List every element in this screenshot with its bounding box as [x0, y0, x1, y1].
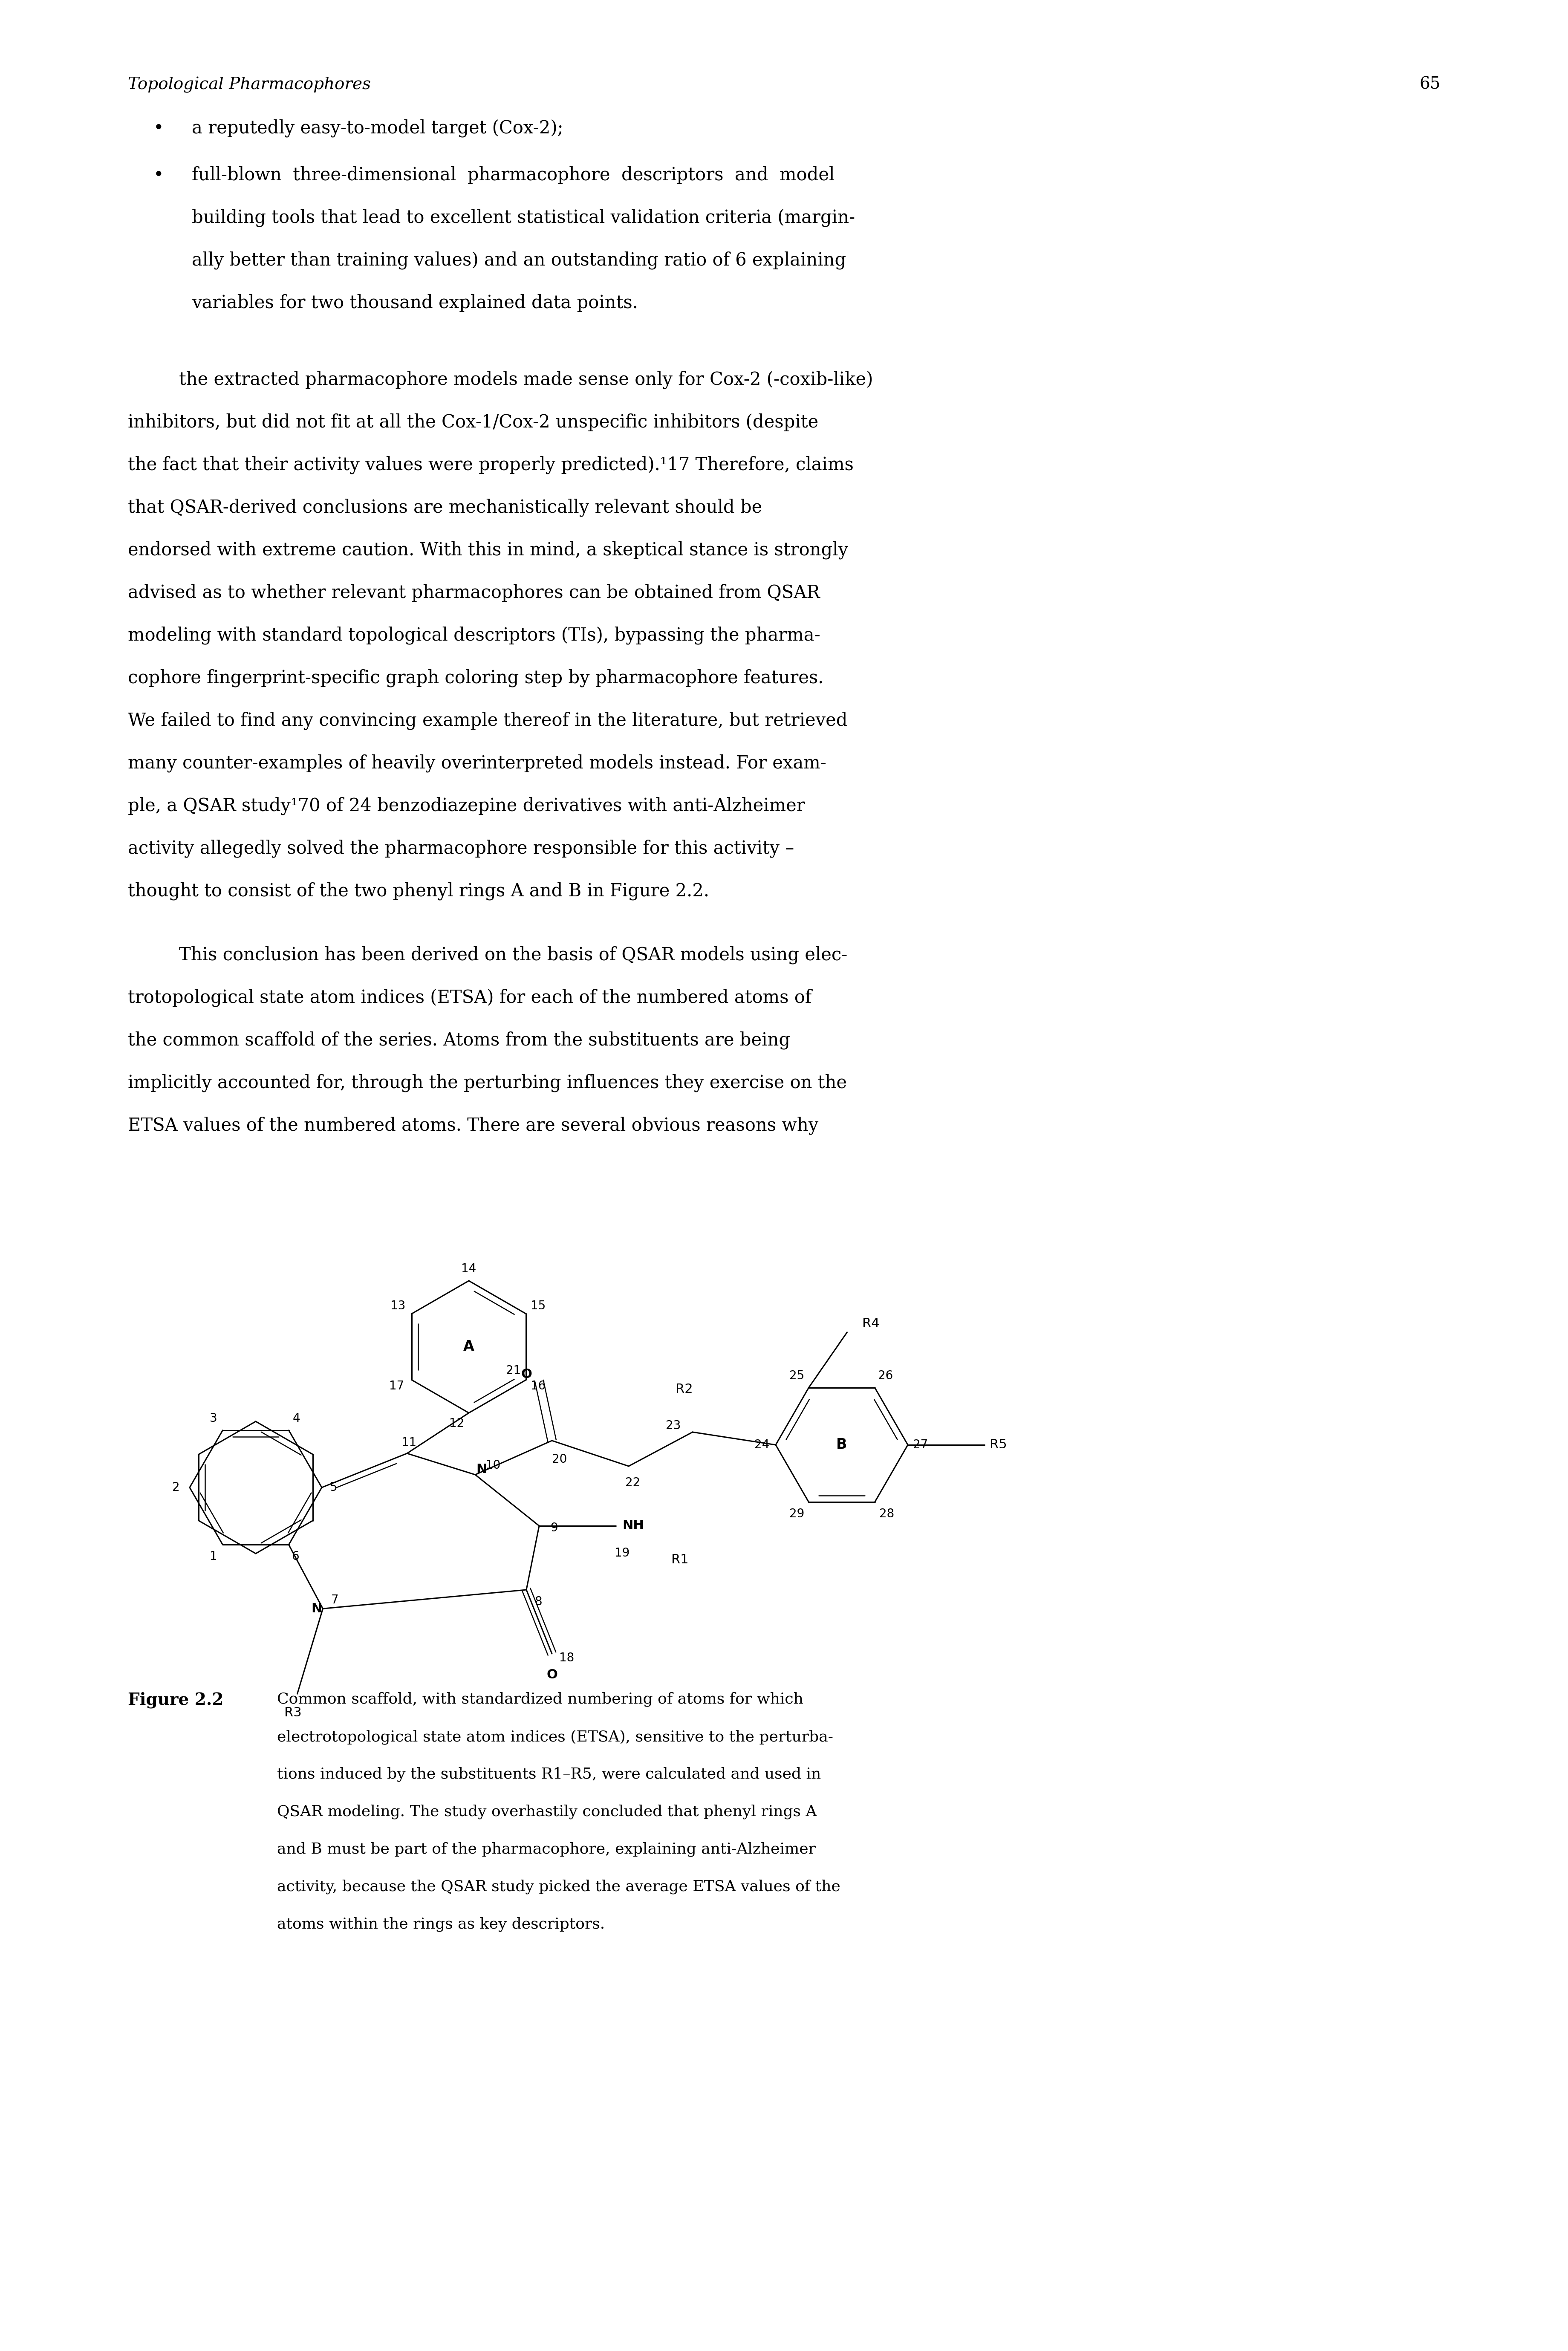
Text: R3: R3 — [284, 1707, 301, 1719]
Text: N: N — [310, 1603, 321, 1615]
Text: This conclusion has been derived on the basis of QSAR models using elec-: This conclusion has been derived on the … — [179, 945, 847, 964]
Text: 8: 8 — [535, 1596, 543, 1608]
Text: 6: 6 — [292, 1552, 299, 1563]
Text: implicitly accounted for, through the perturbing influences they exercise on the: implicitly accounted for, through the pe… — [129, 1074, 847, 1093]
Text: inhibitors, but did not fit at all the Cox-1/Cox-2 unspecific inhibitors (despit: inhibitors, but did not fit at all the C… — [129, 414, 818, 430]
Text: building tools that lead to excellent statistical validation criteria (margin-: building tools that lead to excellent st… — [191, 209, 855, 228]
Text: modeling with standard topological descriptors (TIs), bypassing the pharma-: modeling with standard topological descr… — [129, 625, 820, 644]
Text: 2: 2 — [172, 1481, 180, 1493]
Text: ETSA values of the numbered atoms. There are several obvious reasons why: ETSA values of the numbered atoms. There… — [129, 1117, 818, 1136]
Text: 7: 7 — [331, 1594, 339, 1606]
Text: 11: 11 — [401, 1436, 417, 1448]
Text: 29: 29 — [789, 1507, 804, 1521]
Text: 4: 4 — [293, 1413, 299, 1425]
Text: •: • — [154, 167, 165, 183]
Text: 22: 22 — [626, 1476, 640, 1488]
Text: ally better than training values) and an outstanding ratio of 6 explaining: ally better than training values) and an… — [191, 252, 845, 270]
Text: 5: 5 — [329, 1481, 337, 1493]
Text: variables for two thousand explained data points.: variables for two thousand explained dat… — [191, 294, 638, 313]
Text: cophore fingerprint-specific graph coloring step by pharmacophore features.: cophore fingerprint-specific graph color… — [129, 670, 823, 686]
Text: A: A — [463, 1340, 474, 1354]
Text: 23: 23 — [666, 1420, 681, 1432]
Text: 20: 20 — [552, 1453, 568, 1465]
Text: NH: NH — [622, 1519, 644, 1533]
Text: that QSAR-derived conclusions are mechanistically relevant should be: that QSAR-derived conclusions are mechan… — [129, 498, 762, 517]
Text: 15: 15 — [530, 1300, 546, 1312]
Text: N: N — [477, 1462, 488, 1476]
Text: Common scaffold, with standardized numbering of atoms for which: Common scaffold, with standardized numbe… — [278, 1693, 803, 1707]
Text: atoms within the rings as key descriptors.: atoms within the rings as key descriptor… — [278, 1916, 605, 1933]
Text: activity, because the QSAR study picked the average ETSA values of the: activity, because the QSAR study picked … — [278, 1878, 840, 1895]
Text: many counter-examples of heavily overinterpreted models instead. For exam-: many counter-examples of heavily overint… — [129, 755, 826, 773]
Text: Topological Pharmacophores: Topological Pharmacophores — [129, 78, 370, 94]
Text: thought to consist of the two phenyl rings A and B in Figure 2.2.: thought to consist of the two phenyl rin… — [129, 882, 709, 900]
Text: the common scaffold of the series. Atoms from the substituents are being: the common scaffold of the series. Atoms… — [129, 1032, 790, 1049]
Text: 27: 27 — [913, 1439, 928, 1451]
Text: 21: 21 — [506, 1364, 521, 1378]
Text: 25: 25 — [789, 1371, 804, 1382]
Text: Figure 2.2: Figure 2.2 — [129, 1693, 224, 1709]
Text: trotopological state atom indices (ETSA) for each of the numbered atoms of: trotopological state atom indices (ETSA)… — [129, 990, 811, 1006]
Text: full-blown  three-dimensional  pharmacophore  descriptors  and  model: full-blown three-dimensional pharmacopho… — [191, 167, 834, 183]
Text: 9: 9 — [550, 1521, 558, 1533]
Text: 28: 28 — [880, 1507, 894, 1521]
Text: the fact that their activity values were properly predicted).¹17 Therefore, clai: the fact that their activity values were… — [129, 456, 853, 475]
Text: O: O — [521, 1368, 532, 1380]
Text: ple, a QSAR study¹70 of 24 benzodiazepine derivatives with anti-Alzheimer: ple, a QSAR study¹70 of 24 benzodiazepin… — [129, 797, 804, 816]
Text: 13: 13 — [390, 1300, 406, 1312]
Text: 12: 12 — [450, 1418, 464, 1429]
Text: 24: 24 — [754, 1439, 770, 1451]
Text: a reputedly easy-to-model target (Cox-2);: a reputedly easy-to-model target (Cox-2)… — [191, 120, 563, 136]
Text: advised as to whether relevant pharmacophores can be obtained from QSAR: advised as to whether relevant pharmacop… — [129, 583, 820, 602]
Text: and B must be part of the pharmacophore, explaining anti-Alzheimer: and B must be part of the pharmacophore,… — [278, 1843, 815, 1857]
Text: R2: R2 — [676, 1382, 693, 1396]
Text: 26: 26 — [878, 1371, 892, 1382]
Text: O: O — [546, 1669, 557, 1681]
Text: •: • — [154, 120, 165, 136]
Text: R1: R1 — [671, 1554, 688, 1566]
Text: 16: 16 — [530, 1380, 546, 1392]
Text: R4: R4 — [862, 1317, 880, 1331]
Text: 18: 18 — [560, 1653, 574, 1665]
Text: 65: 65 — [1419, 78, 1439, 92]
Text: tions induced by the substituents R1–R5, were calculated and used in: tions induced by the substituents R1–R5,… — [278, 1768, 820, 1782]
Text: 14: 14 — [461, 1262, 477, 1274]
Text: R5: R5 — [989, 1439, 1007, 1451]
Text: electrotopological state atom indices (ETSA), sensitive to the perturba-: electrotopological state atom indices (E… — [278, 1730, 833, 1744]
Text: 17: 17 — [389, 1380, 405, 1392]
Text: B: B — [836, 1439, 847, 1453]
Text: 10: 10 — [486, 1460, 500, 1472]
Text: QSAR modeling. The study overhastily concluded that phenyl rings A: QSAR modeling. The study overhastily con… — [278, 1806, 817, 1820]
Text: We failed to find any convincing example thereof in the literature, but retrieve: We failed to find any convincing example… — [129, 712, 847, 729]
Text: 19: 19 — [615, 1547, 630, 1559]
Text: 3: 3 — [210, 1413, 216, 1425]
Text: endorsed with extreme caution. With this in mind, a skeptical stance is strongly: endorsed with extreme caution. With this… — [129, 541, 848, 560]
Text: activity allegedly solved the pharmacophore responsible for this activity –: activity allegedly solved the pharmacoph… — [129, 839, 793, 858]
Text: 1: 1 — [210, 1552, 216, 1563]
Text: the extracted pharmacophore models made sense only for Cox-2 (-coxib-like): the extracted pharmacophore models made … — [179, 371, 873, 388]
